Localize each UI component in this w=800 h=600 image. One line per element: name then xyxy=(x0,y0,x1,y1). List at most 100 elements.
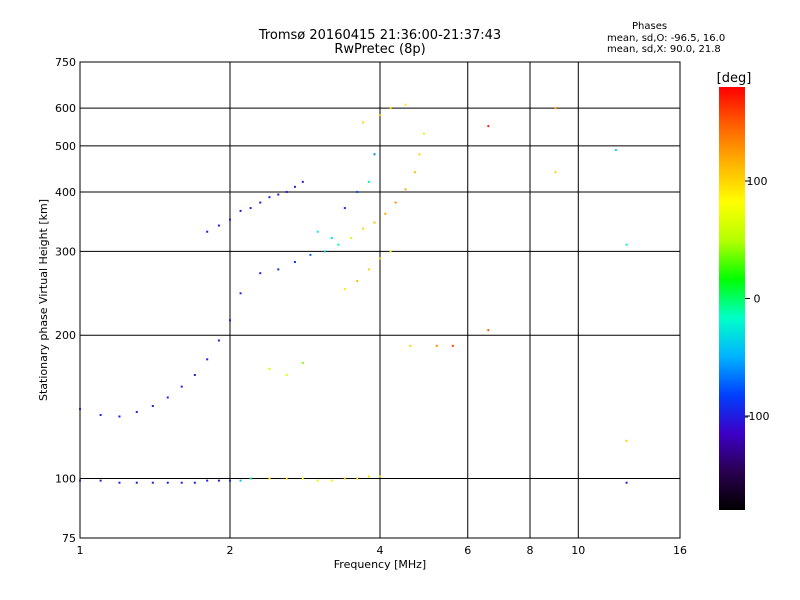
data-point xyxy=(394,201,397,204)
data-point xyxy=(362,227,365,230)
data-point xyxy=(301,361,304,364)
phases-o-mode-stats: mean, sd,O: -96.5, 16.0 xyxy=(607,33,726,44)
data-point xyxy=(356,190,359,193)
data-point xyxy=(343,207,346,210)
data-point xyxy=(409,344,412,347)
data-point xyxy=(362,121,365,124)
data-point xyxy=(79,407,81,410)
data-point xyxy=(239,479,242,482)
data-point xyxy=(316,479,319,482)
data-point xyxy=(268,196,271,199)
data-point xyxy=(384,212,387,215)
data-point xyxy=(293,261,296,264)
data-point xyxy=(166,396,169,399)
y-tick-label: 200 xyxy=(55,329,76,342)
data-point xyxy=(217,224,220,227)
data-point xyxy=(166,481,169,484)
data-point xyxy=(625,439,628,442)
y-tick-label: 300 xyxy=(55,245,76,258)
data-point xyxy=(239,209,242,212)
y-tick-label: 750 xyxy=(55,56,76,69)
data-point xyxy=(413,171,416,174)
data-point xyxy=(554,171,557,174)
colorbar-tick-label: 0 xyxy=(754,293,761,306)
data-point xyxy=(118,415,121,418)
data-point xyxy=(404,188,407,191)
data-point xyxy=(356,280,359,283)
data-point xyxy=(206,230,209,233)
y-tick-label: 400 xyxy=(55,186,76,199)
data-point xyxy=(180,385,183,388)
data-points xyxy=(79,103,628,484)
data-point xyxy=(614,148,617,151)
x-tick-label: 2 xyxy=(227,544,234,557)
data-point xyxy=(301,477,304,480)
data-point xyxy=(379,475,381,478)
data-point xyxy=(229,319,231,322)
data-point xyxy=(625,243,628,246)
y-axis-ticks: 75 100 200 300 400 500 600 750 xyxy=(55,56,76,545)
data-point xyxy=(323,250,326,253)
y-axis-label: Stationary phase Virtual Height [km] xyxy=(37,199,50,401)
data-point xyxy=(435,344,438,347)
data-point xyxy=(135,410,138,413)
x-tick-label: 16 xyxy=(673,544,687,557)
data-point xyxy=(285,190,288,193)
phases-x-mode-stats: mean, sd,X: 90.0, 21.8 xyxy=(607,44,721,55)
data-point xyxy=(337,243,340,246)
data-point xyxy=(268,477,271,480)
data-point xyxy=(330,479,333,482)
data-point xyxy=(389,250,392,253)
data-point xyxy=(343,288,346,291)
y-tick-label: 75 xyxy=(62,532,76,545)
data-point xyxy=(301,180,304,183)
data-point xyxy=(277,268,280,271)
data-point xyxy=(180,481,183,484)
data-point xyxy=(350,237,353,240)
y-tick-label: 500 xyxy=(55,140,76,153)
data-point xyxy=(193,374,196,377)
data-point xyxy=(389,107,392,110)
data-point xyxy=(249,477,252,480)
data-point xyxy=(193,481,196,484)
data-point xyxy=(554,107,557,110)
x-tick-label: 1 xyxy=(77,544,84,557)
plot-title: Tromsø 20160415 21:36:00-21:37:43 xyxy=(258,28,502,43)
data-point xyxy=(293,185,296,188)
data-point xyxy=(487,329,490,332)
data-point xyxy=(625,481,628,484)
data-point xyxy=(277,193,280,196)
grid-lines xyxy=(80,62,680,538)
data-point xyxy=(229,218,231,221)
data-point xyxy=(367,475,370,478)
x-tick-label: 8 xyxy=(527,544,534,557)
data-point xyxy=(151,481,154,484)
data-point xyxy=(285,374,288,377)
data-point xyxy=(135,481,138,484)
data-point xyxy=(451,344,454,347)
colorbar: [deg] 100 0 -100 xyxy=(717,71,769,510)
data-point xyxy=(206,479,209,482)
y-tick-label: 600 xyxy=(55,102,76,115)
data-point xyxy=(367,268,370,271)
data-point xyxy=(309,253,312,256)
data-point xyxy=(259,272,262,275)
data-point xyxy=(206,358,209,361)
y-tick-label: 100 xyxy=(55,473,76,486)
data-point xyxy=(99,479,102,482)
data-point xyxy=(285,477,288,480)
data-point xyxy=(316,230,319,233)
data-point xyxy=(343,477,346,480)
data-point xyxy=(79,479,81,482)
data-point xyxy=(379,257,381,260)
data-point xyxy=(249,207,252,210)
phases-heading: Phases xyxy=(632,21,668,32)
data-point xyxy=(373,153,376,156)
data-point xyxy=(99,413,102,416)
data-point xyxy=(373,221,376,224)
x-axis-ticks: 1 2 4 6 8 10 16 xyxy=(77,544,688,557)
x-tick-label: 6 xyxy=(464,544,471,557)
data-point xyxy=(367,180,370,183)
data-point xyxy=(268,367,271,370)
